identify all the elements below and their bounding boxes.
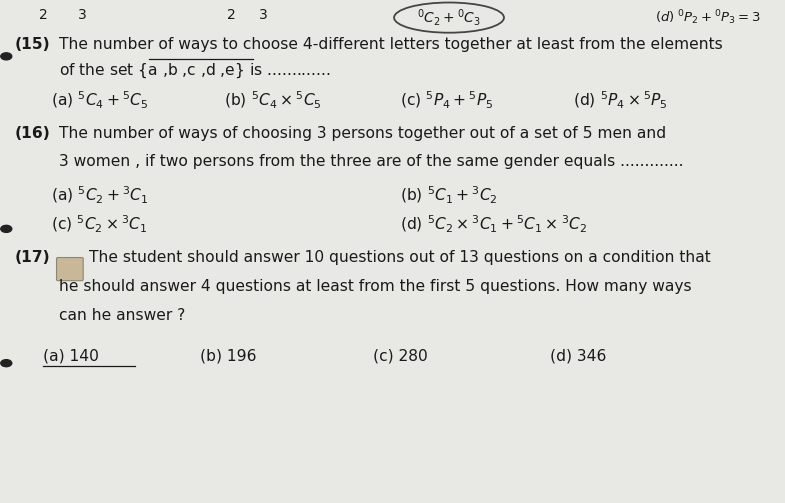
Text: (c) 280: (c) 280 — [373, 348, 428, 363]
Text: (c) ${}^5C_2\times{}^3C_1$: (c) ${}^5C_2\times{}^3C_1$ — [51, 214, 148, 235]
Text: (d) ${}^5P_4\times{}^5P_5$: (d) ${}^5P_4\times{}^5P_5$ — [573, 90, 668, 111]
Text: (17): (17) — [14, 250, 50, 265]
Circle shape — [1, 225, 12, 232]
Text: 3 women , if two persons from the three are of the same gender equals ..........: 3 women , if two persons from the three … — [59, 154, 684, 170]
FancyBboxPatch shape — [57, 258, 83, 281]
Text: (b) 196: (b) 196 — [200, 348, 257, 363]
Text: (a) 140: (a) 140 — [43, 348, 99, 363]
Text: (a) ${}^5C_2+{}^3C_1$: (a) ${}^5C_2+{}^3C_1$ — [51, 185, 148, 206]
Text: (b) ${}^5C_4\times{}^5C_5$: (b) ${}^5C_4\times{}^5C_5$ — [224, 90, 322, 111]
Text: $(d)\;{}^0P_2+{}^0P_3{=}3$: $(d)\;{}^0P_2+{}^0P_3{=}3$ — [655, 8, 761, 27]
Text: 2: 2 — [227, 8, 236, 22]
Text: of the set $\{$a ,b ,c ,d ,e$\}$ is .............: of the set $\{$a ,b ,c ,d ,e$\}$ is ....… — [59, 61, 330, 79]
Text: (d) ${}^5C_2\times{}^3C_1+{}^5C_1\times{}^3C_2$: (d) ${}^5C_2\times{}^3C_1+{}^5C_1\times{… — [400, 214, 587, 235]
Text: The number of ways of choosing 3 persons together out of a set of 5 men and: The number of ways of choosing 3 persons… — [59, 126, 666, 141]
Circle shape — [1, 53, 12, 60]
Text: he should answer 4 questions at least from the first 5 questions. How many ways: he should answer 4 questions at least fr… — [59, 279, 692, 294]
Text: (d) 346: (d) 346 — [550, 348, 606, 363]
Text: can he answer ?: can he answer ? — [59, 308, 185, 323]
Text: ${}^0C_2 + {}^0C_3$: ${}^0C_2 + {}^0C_3$ — [417, 7, 481, 28]
Text: (a) ${}^5C_4+{}^5C_5$: (a) ${}^5C_4+{}^5C_5$ — [51, 90, 148, 111]
Text: (16): (16) — [14, 126, 50, 141]
Text: The student should answer 10 questions out of 13 questions on a condition that: The student should answer 10 questions o… — [89, 250, 710, 265]
Text: (c) ${}^5P_4+{}^5P_5$: (c) ${}^5P_4+{}^5P_5$ — [400, 90, 494, 111]
Circle shape — [1, 360, 12, 367]
Text: (15): (15) — [14, 37, 50, 52]
Text: 2: 2 — [38, 8, 48, 22]
Text: 3: 3 — [78, 8, 87, 22]
Text: 3: 3 — [258, 8, 268, 22]
Text: (b) ${}^5C_1+{}^3C_2$: (b) ${}^5C_1+{}^3C_2$ — [400, 185, 498, 206]
Text: The number of ways to choose 4-different letters together at least from the elem: The number of ways to choose 4-different… — [59, 37, 723, 52]
